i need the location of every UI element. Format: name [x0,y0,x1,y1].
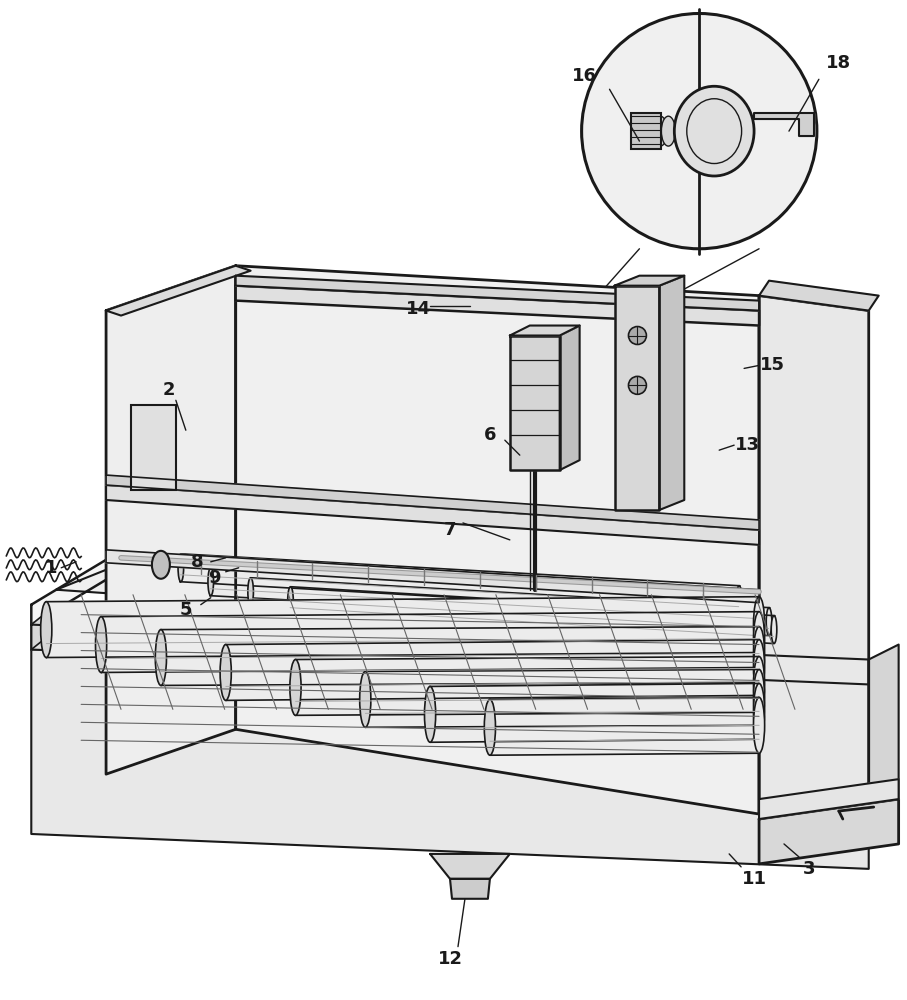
Polygon shape [180,554,740,614]
Polygon shape [106,485,759,545]
Polygon shape [101,612,759,672]
Ellipse shape [424,686,435,742]
Circle shape [581,13,817,249]
Polygon shape [510,326,580,336]
Ellipse shape [360,671,371,727]
Ellipse shape [766,608,772,636]
Polygon shape [106,550,759,603]
Ellipse shape [653,116,668,146]
Polygon shape [32,560,869,660]
Polygon shape [210,568,760,626]
Polygon shape [106,266,236,774]
Polygon shape [236,286,759,326]
Text: 6: 6 [483,426,496,444]
Polygon shape [615,286,659,510]
Polygon shape [759,779,899,819]
Polygon shape [236,266,759,814]
Polygon shape [615,276,684,286]
Ellipse shape [754,640,765,695]
Ellipse shape [208,568,213,596]
Polygon shape [560,326,580,470]
Polygon shape [490,697,759,755]
Polygon shape [106,475,759,530]
Bar [131,405,176,490]
Ellipse shape [646,116,659,146]
Text: 9: 9 [209,569,221,587]
Text: 16: 16 [572,67,597,85]
Polygon shape [161,627,759,685]
Ellipse shape [290,660,301,715]
Polygon shape [754,113,814,136]
Text: 8: 8 [190,553,203,571]
Polygon shape [236,276,759,311]
Polygon shape [759,281,879,311]
Ellipse shape [95,617,107,672]
Ellipse shape [248,578,253,606]
Circle shape [629,376,647,394]
Ellipse shape [754,657,765,712]
Ellipse shape [661,116,676,146]
Polygon shape [450,879,490,899]
Ellipse shape [754,597,765,653]
Text: 15: 15 [759,356,785,374]
Text: 13: 13 [735,436,759,454]
Ellipse shape [754,669,765,725]
Text: 7: 7 [444,521,456,539]
Polygon shape [249,578,770,636]
Ellipse shape [754,627,765,682]
Polygon shape [659,276,684,510]
Polygon shape [226,640,759,700]
Ellipse shape [771,616,776,644]
Ellipse shape [152,551,170,579]
Text: 18: 18 [826,54,852,72]
Ellipse shape [756,598,762,626]
Circle shape [629,327,647,344]
Ellipse shape [736,586,742,614]
Polygon shape [32,605,56,650]
Ellipse shape [674,86,754,176]
Polygon shape [106,266,250,316]
Ellipse shape [155,630,167,685]
Ellipse shape [754,697,765,753]
Text: 3: 3 [803,860,815,878]
Ellipse shape [288,587,293,615]
Polygon shape [430,683,759,742]
Ellipse shape [41,602,52,658]
Polygon shape [759,799,899,864]
Bar [631,113,661,149]
Text: 14: 14 [405,300,431,318]
Ellipse shape [638,116,651,146]
Ellipse shape [754,612,765,667]
Polygon shape [759,296,869,829]
Text: 2: 2 [162,381,175,399]
Polygon shape [296,657,759,715]
Ellipse shape [754,683,765,739]
Text: 12: 12 [437,950,463,968]
Ellipse shape [178,554,183,582]
Polygon shape [366,669,759,727]
Text: 5: 5 [180,601,192,619]
Text: 1: 1 [45,559,57,577]
Ellipse shape [484,699,495,755]
Polygon shape [32,650,869,869]
Ellipse shape [220,645,231,700]
Polygon shape [430,854,510,879]
Polygon shape [869,645,899,844]
Text: 11: 11 [742,870,766,888]
Polygon shape [46,597,759,658]
Polygon shape [759,799,899,829]
Polygon shape [32,625,869,684]
Polygon shape [289,587,775,644]
Polygon shape [56,570,849,645]
Polygon shape [510,336,560,470]
